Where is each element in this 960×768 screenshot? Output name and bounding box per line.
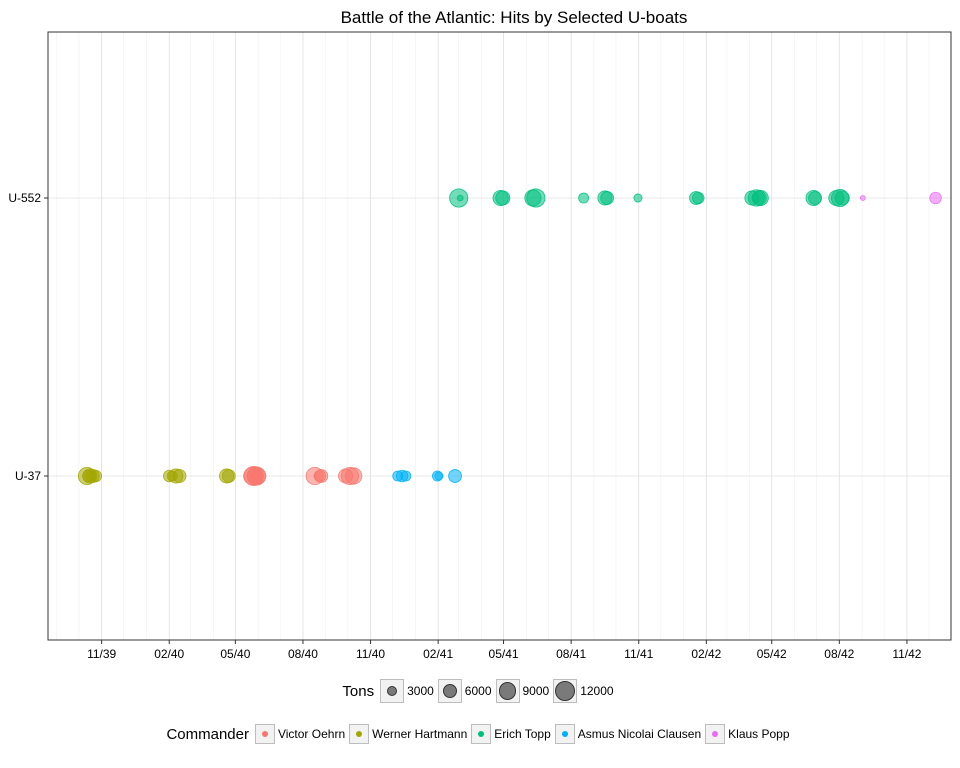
data-point bbox=[434, 471, 444, 481]
data-point bbox=[172, 469, 187, 483]
color-legend-label: Victor Oehrn bbox=[277, 727, 346, 741]
size-legend-dot bbox=[555, 681, 576, 701]
y-tick-label: U-37 bbox=[15, 469, 41, 483]
data-point bbox=[633, 193, 643, 203]
color-legend-item: Victor Oehrn bbox=[254, 724, 346, 744]
size-legend: Tons 3000 6000 9000 12000 bbox=[0, 678, 960, 704]
size-legend-label: 12000 bbox=[580, 684, 614, 698]
x-tick-label: 02/42 bbox=[691, 647, 721, 661]
size-legend-title: Tons bbox=[342, 682, 375, 700]
data-point bbox=[692, 191, 705, 205]
size-legend-dot bbox=[442, 683, 457, 699]
data-point bbox=[221, 469, 236, 483]
color-legend-dot bbox=[712, 731, 719, 737]
color-legend-item: Klaus Popp bbox=[705, 724, 790, 744]
data-point bbox=[495, 190, 511, 206]
color-legend: Commander Victor Oehrn Werner Hartmann Eri… bbox=[0, 722, 960, 746]
size-legend-dot bbox=[498, 682, 517, 700]
size-legend-item: 9000 bbox=[495, 679, 550, 703]
x-tick-label: 02/41 bbox=[423, 647, 453, 661]
size-legend-label: 6000 bbox=[464, 684, 492, 698]
size-legend-key bbox=[437, 679, 462, 703]
color-legend-label: Klaus Popp bbox=[728, 727, 790, 741]
data-point bbox=[526, 188, 546, 208]
data-point bbox=[834, 190, 850, 206]
data-point bbox=[345, 467, 363, 485]
color-legend-dot bbox=[261, 731, 268, 737]
y-tick-label: U-552 bbox=[8, 191, 41, 205]
x-tick-label: 11/39 bbox=[87, 647, 116, 661]
size-legend-item: 12000 bbox=[553, 679, 614, 703]
size-legend-item: 6000 bbox=[437, 679, 492, 703]
color-legend-key bbox=[705, 724, 726, 744]
color-legend-label: Asmus Nicolai Clausen bbox=[577, 727, 702, 741]
color-legend-dot bbox=[356, 731, 363, 737]
size-legend-key bbox=[553, 679, 578, 703]
size-legend-key bbox=[380, 679, 405, 703]
data-point bbox=[808, 191, 822, 205]
plot-border bbox=[47, 31, 952, 641]
color-legend-label: Werner Hartmann bbox=[372, 727, 468, 741]
color-legend-title: Commander bbox=[166, 725, 249, 743]
grid-lines bbox=[48, 32, 951, 640]
chart-title: Battle of the Atlantic: Hits by Selected… bbox=[341, 8, 688, 27]
color-legend-key bbox=[254, 724, 275, 744]
color-legend-key bbox=[471, 724, 492, 744]
size-legend-item: 3000 bbox=[380, 679, 434, 703]
data-point bbox=[859, 195, 866, 201]
data-point bbox=[314, 469, 329, 483]
plot-background bbox=[48, 32, 951, 640]
x-tick-label: 11/41 bbox=[624, 647, 653, 661]
color-legend-item: Erich Topp bbox=[471, 724, 551, 744]
x-tick-label: 11/42 bbox=[892, 647, 921, 661]
color-legend-item: Werner Hartmann bbox=[349, 724, 467, 744]
size-legend-label: 9000 bbox=[522, 684, 550, 698]
x-tick-label: 02/40 bbox=[154, 647, 184, 661]
x-tick-label: 05/40 bbox=[220, 647, 250, 661]
data-point bbox=[250, 467, 267, 485]
color-legend-key bbox=[349, 724, 370, 744]
color-legend-item: Asmus Nicolai Clausen bbox=[554, 724, 702, 744]
data-points bbox=[77, 188, 942, 486]
data-point bbox=[578, 192, 590, 204]
color-legend-dot bbox=[561, 731, 568, 737]
color-legend-label: Erich Topp bbox=[494, 727, 551, 741]
data-point bbox=[448, 469, 462, 483]
axes: 11/39 02/40 05/40 08/40 11/40 02/41 05/41 08/41… bbox=[8, 191, 921, 661]
x-tick-label: 08/42 bbox=[824, 647, 854, 661]
x-tick-label: 08/40 bbox=[288, 647, 318, 661]
data-point bbox=[600, 191, 614, 205]
color-legend-key bbox=[554, 724, 575, 744]
data-point bbox=[400, 470, 412, 482]
data-point bbox=[929, 191, 942, 205]
x-tick-label: 05/41 bbox=[489, 647, 519, 661]
size-legend-dot bbox=[387, 686, 398, 696]
x-tick-label: 11/40 bbox=[356, 647, 385, 661]
data-point bbox=[456, 194, 464, 202]
x-tick-label: 05/42 bbox=[757, 647, 787, 661]
size-legend-label: 3000 bbox=[407, 684, 434, 698]
data-point bbox=[752, 189, 769, 207]
data-point bbox=[89, 469, 102, 483]
size-legend-key bbox=[495, 679, 520, 703]
color-legend-dot bbox=[478, 731, 485, 737]
x-tick-label: 08/41 bbox=[556, 647, 586, 661]
